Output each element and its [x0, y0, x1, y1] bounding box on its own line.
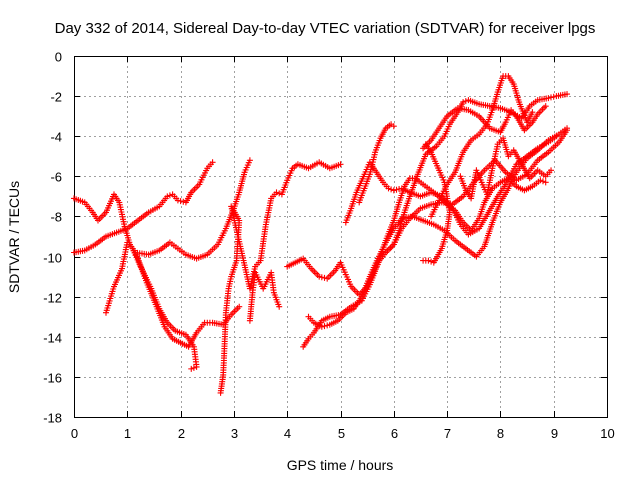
data-point: [460, 99, 467, 106]
x-tick-label: 3: [231, 426, 238, 441]
data-point: [177, 198, 184, 205]
data-point: [236, 303, 243, 310]
series-arc-15: [428, 73, 536, 220]
x-tick-label: 1: [124, 426, 131, 441]
data-point: [164, 193, 171, 200]
x-tick-label: 0: [71, 426, 78, 441]
data-point: [564, 91, 571, 98]
series-arc-16: [457, 135, 555, 202]
data-point: [337, 161, 344, 168]
data-point: [393, 186, 400, 193]
y-tick-label: 0: [55, 50, 62, 65]
x-tick-label: 4: [284, 426, 291, 441]
data-point: [190, 364, 197, 371]
series-arc-3: [103, 239, 200, 372]
data-point: [548, 94, 554, 101]
data-point: [553, 133, 560, 140]
series-arc-6: [246, 269, 283, 324]
y-tick-label: -10: [43, 251, 62, 266]
x-tick-label: 7: [444, 426, 451, 441]
data-point: [529, 109, 536, 116]
data-point: [193, 363, 200, 370]
data-point: [318, 274, 325, 281]
data-point: [316, 273, 323, 280]
data-point: [246, 157, 253, 164]
x-tick-label: 10: [600, 426, 614, 441]
data-point: [537, 177, 544, 184]
series-arc-14: [420, 103, 549, 152]
data-point: [540, 178, 546, 185]
data-point: [564, 125, 571, 132]
data-points: [71, 73, 571, 396]
axis-ticks: 0 1 2 3 4 5 6 7 8 9 10 0 -2 -4 -6 -8 -10 -12 -14 -16 -18: [43, 50, 615, 442]
x-tick-label: 5: [338, 426, 345, 441]
y-tick-label: -4: [50, 130, 62, 145]
data-point: [276, 303, 283, 310]
data-point: [390, 123, 397, 130]
data-point: [428, 258, 435, 265]
data-point: [174, 197, 181, 204]
x-axis-label: GPS time / hours: [287, 457, 394, 473]
chart-title: Day 332 of 2014, Sidereal Day-to-day VTE…: [55, 20, 596, 37]
series-arc-2: [71, 159, 216, 256]
data-point: [209, 159, 216, 166]
data-point: [388, 186, 395, 193]
data-point: [425, 257, 432, 264]
x-tick-label: 2: [178, 426, 185, 441]
data-point: [180, 198, 187, 205]
data-point: [548, 167, 555, 174]
data-point: [385, 185, 392, 192]
data-point: [321, 274, 328, 281]
data-point: [545, 95, 552, 102]
series-arc-5: [217, 159, 344, 396]
series-arc-11: [356, 121, 397, 206]
x-tick-label: 8: [497, 426, 504, 441]
data-point: [390, 187, 397, 194]
data-point: [542, 103, 549, 110]
data-point: [324, 322, 331, 329]
series-arc-1: [71, 157, 253, 262]
x-tick-label: 9: [551, 426, 558, 441]
x-tick-label: 6: [391, 426, 398, 441]
y-axis-label: SDTVAR / TECUs: [6, 181, 22, 293]
series-arc-10: [342, 133, 560, 238]
data-point: [550, 93, 557, 100]
y-tick-label: -12: [43, 291, 62, 306]
y-tick-label: -6: [50, 170, 62, 185]
data-point: [318, 323, 325, 330]
data-point: [321, 323, 328, 330]
data-point: [542, 179, 549, 186]
y-tick-label: -18: [43, 411, 62, 426]
y-tick-label: -14: [43, 331, 62, 346]
series-arc-4: [129, 245, 243, 350]
y-tick-label: -2: [50, 90, 62, 105]
y-tick-label: -16: [43, 371, 62, 386]
data-point: [273, 189, 280, 196]
y-tick-label: -8: [50, 210, 62, 225]
data-point: [166, 192, 173, 199]
grid: [74, 56, 607, 417]
data-point: [188, 365, 195, 372]
data-point: [276, 190, 283, 197]
